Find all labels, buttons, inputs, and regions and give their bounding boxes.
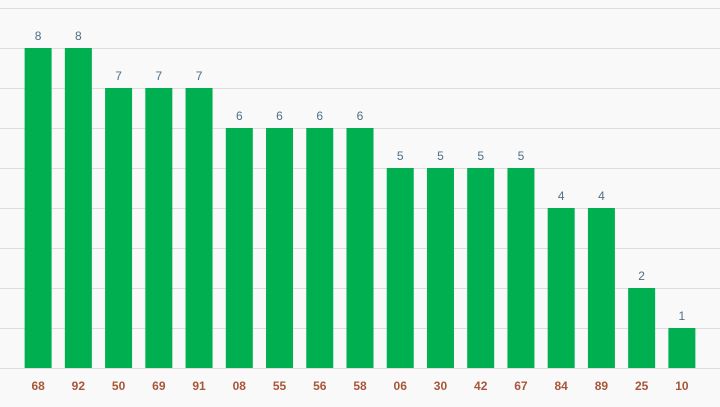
category-label-91: 91 bbox=[192, 379, 206, 393]
bar-89 bbox=[587, 208, 615, 368]
value-label-89: 4 bbox=[598, 189, 605, 203]
category-label-67: 67 bbox=[514, 379, 528, 393]
value-label-10: 1 bbox=[679, 309, 686, 323]
value-label-55: 6 bbox=[276, 109, 283, 123]
bar-84 bbox=[547, 208, 575, 368]
value-label-67: 5 bbox=[518, 149, 525, 163]
category-label-06: 06 bbox=[394, 379, 408, 393]
value-label-25: 2 bbox=[638, 269, 645, 283]
bar-30 bbox=[426, 168, 454, 368]
category-label-58: 58 bbox=[353, 379, 367, 393]
value-label-42: 5 bbox=[477, 149, 484, 163]
category-label-68: 68 bbox=[31, 379, 45, 393]
value-label-84: 4 bbox=[558, 189, 565, 203]
value-label-58: 6 bbox=[357, 109, 364, 123]
category-label-89: 89 bbox=[595, 379, 609, 393]
category-labels: 68 92 50 69 91 08 55 56 58 06 30 42 67 84 89 25 10 bbox=[31, 379, 688, 393]
value-label-69: 7 bbox=[155, 69, 162, 83]
value-label-06: 5 bbox=[397, 149, 404, 163]
category-label-92: 92 bbox=[72, 379, 86, 393]
bar-56 bbox=[306, 128, 334, 368]
bar-42 bbox=[467, 168, 495, 368]
bar-25 bbox=[628, 288, 656, 368]
value-label-50: 7 bbox=[115, 69, 122, 83]
bar-10 bbox=[668, 328, 696, 368]
value-label-91: 7 bbox=[196, 69, 203, 83]
category-label-08: 08 bbox=[233, 379, 247, 393]
value-label-68: 8 bbox=[35, 29, 42, 43]
bar-58 bbox=[346, 128, 374, 368]
category-label-30: 30 bbox=[434, 379, 448, 393]
bar-50 bbox=[105, 88, 133, 368]
bar-55 bbox=[266, 128, 294, 368]
category-label-50: 50 bbox=[112, 379, 126, 393]
value-label-08: 6 bbox=[236, 109, 243, 123]
bar-06 bbox=[386, 168, 414, 368]
value-label-56: 6 bbox=[316, 109, 323, 123]
bar-67 bbox=[507, 168, 535, 368]
bar-92 bbox=[64, 48, 92, 368]
category-label-69: 69 bbox=[152, 379, 166, 393]
bar-91 bbox=[185, 88, 213, 368]
bar-69 bbox=[145, 88, 173, 368]
category-label-25: 25 bbox=[635, 379, 649, 393]
bar-68 bbox=[24, 48, 52, 368]
category-label-42: 42 bbox=[474, 379, 488, 393]
bars bbox=[24, 48, 696, 368]
category-label-56: 56 bbox=[313, 379, 327, 393]
value-labels: 8 8 7 7 7 6 6 6 6 5 5 5 5 4 4 2 1 bbox=[35, 29, 686, 323]
category-label-55: 55 bbox=[273, 379, 287, 393]
category-label-10: 10 bbox=[675, 379, 689, 393]
bar-08 bbox=[225, 128, 253, 368]
value-label-30: 5 bbox=[437, 149, 444, 163]
value-label-92: 8 bbox=[75, 29, 82, 43]
category-label-84: 84 bbox=[554, 379, 568, 393]
